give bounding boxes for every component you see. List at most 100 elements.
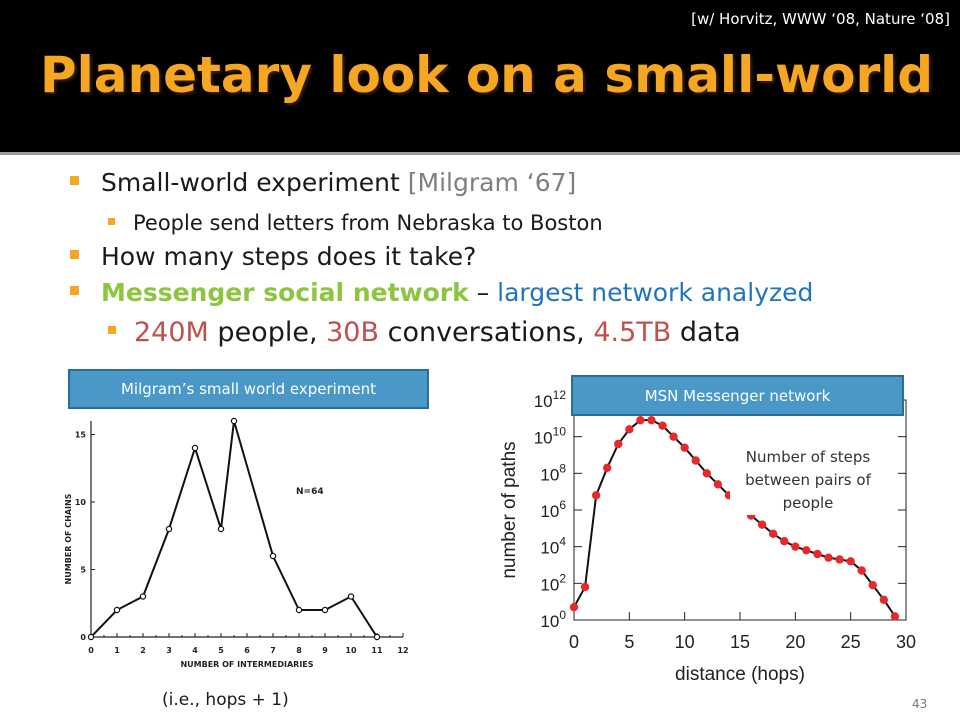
bullet-text: How many steps does it take? xyxy=(101,242,477,271)
y-tick-label: 10 xyxy=(75,498,87,507)
bullet-marker xyxy=(108,326,116,334)
data-point xyxy=(625,425,634,434)
data-point xyxy=(857,566,866,575)
bullet-dash: – xyxy=(468,278,498,307)
data-point xyxy=(757,520,767,529)
x-tick-label: 5 xyxy=(218,646,224,655)
data-point xyxy=(139,593,147,600)
bullet-marker xyxy=(70,250,79,259)
x-tick-label: 3 xyxy=(166,646,172,655)
data-point xyxy=(780,536,789,546)
x-tick-label: 0 xyxy=(88,646,94,655)
x-tick-label: 5 xyxy=(624,632,634,652)
bullet-highlight: Messenger social network xyxy=(101,278,469,307)
y-tick-label: 1010 xyxy=(534,425,567,448)
sample-size-annotation: N=64 xyxy=(296,487,324,497)
y-tick-label: 0 xyxy=(80,633,86,642)
series-line xyxy=(90,420,378,638)
stat-text: people, xyxy=(208,317,327,348)
data-point xyxy=(713,480,723,489)
data-point xyxy=(230,417,238,425)
x-tick-label: 10 xyxy=(675,632,695,652)
data-point xyxy=(813,549,822,559)
x-tick-label: 15 xyxy=(730,632,750,652)
x-tick-label: 20 xyxy=(785,632,805,652)
bullet-text: People send letters from Nebraska to Bos… xyxy=(133,211,603,235)
x-tick-label: 25 xyxy=(841,632,861,652)
data-point xyxy=(680,443,689,452)
data-point xyxy=(580,582,590,592)
x-tick-label: 6 xyxy=(244,646,250,655)
hops-note: (i.e., hops + 1) xyxy=(162,690,289,710)
data-point xyxy=(769,529,778,539)
x-axis-label: distance (hops) xyxy=(675,664,805,685)
y-axis-label: number of paths xyxy=(499,441,520,578)
header-divider xyxy=(0,152,960,155)
bullet-how-many-steps: How many steps does it take? xyxy=(70,242,476,271)
x-tick-label: 9 xyxy=(322,646,328,655)
data-point xyxy=(603,463,612,473)
x-tick-label: 11 xyxy=(371,646,383,655)
y-tick-label: 104 xyxy=(540,535,566,558)
bullet-text: largest network analyzed xyxy=(497,278,814,307)
data-point xyxy=(868,580,877,590)
stat-people-count: 240M xyxy=(134,317,209,348)
slide-title: Planetary look on a small-world xyxy=(40,46,934,104)
data-point xyxy=(647,415,656,425)
bullet-marker xyxy=(70,176,79,185)
data-point xyxy=(113,606,121,614)
x-tick-label: 2 xyxy=(140,646,146,655)
x-tick-label: 8 xyxy=(296,646,302,655)
data-point xyxy=(691,456,700,465)
bullet-small-world-experiment: Small-world experiment [Milgram ‘67] xyxy=(70,168,576,197)
bullet-text: Small-world experiment xyxy=(101,168,408,197)
x-axis-label: NUMBER OF INTERMEDIARIES xyxy=(180,660,313,669)
page-number: 43 xyxy=(912,697,928,711)
data-point xyxy=(846,557,855,566)
bullet-messenger-network: Messenger social network – largest netwo… xyxy=(70,278,813,307)
stat-text: data xyxy=(671,317,741,348)
stat-conversation-count: 30B xyxy=(326,317,380,348)
stat-data-size: 4.5TB xyxy=(593,317,672,348)
msn-chart: 0 5 10 15 20 25 30 100 102 104 106 108 1010 1012 dista… xyxy=(499,388,916,685)
steps-note: Number of steps between pairs of people xyxy=(730,446,886,515)
y-tick-label: 1012 xyxy=(534,388,567,411)
y-tick-label: 15 xyxy=(75,431,87,440)
data-point xyxy=(702,469,711,478)
data-point xyxy=(658,421,667,430)
data-point xyxy=(669,432,678,441)
data-point xyxy=(791,542,800,551)
data-point xyxy=(591,491,601,500)
slide-header: [w/ Horvitz, WWW ‘08, Nature ‘08] Planet… xyxy=(0,0,960,152)
y-axis-label: NUMBER OF CHAINS xyxy=(64,493,73,584)
data-point xyxy=(835,555,844,564)
data-point xyxy=(614,439,623,449)
milgram-chart-label: Milgram’s small world experiment xyxy=(68,369,429,409)
data-point xyxy=(879,595,889,605)
data-point xyxy=(890,612,900,621)
bullet-reference: [Milgram ‘67] xyxy=(407,168,577,197)
data-point xyxy=(217,525,225,533)
msn-chart-label: MSN Messenger network xyxy=(571,375,904,416)
x-tick-label: 10 xyxy=(345,646,357,655)
stat-text: conversations, xyxy=(379,317,594,348)
y-tick-label: 106 xyxy=(540,498,566,521)
x-tick-label: 12 xyxy=(397,646,408,655)
data-point xyxy=(824,553,833,562)
x-tick-label: 4 xyxy=(192,646,198,655)
data-point xyxy=(269,552,277,560)
y-tick-label: 100 xyxy=(540,608,566,631)
data-point xyxy=(87,633,95,641)
bullet-marker xyxy=(108,218,115,225)
x-tick-label: 7 xyxy=(270,646,276,655)
y-tick-label: 108 xyxy=(540,461,566,484)
y-tick-label: 5 xyxy=(80,566,86,575)
x-tick-label: 1 xyxy=(114,646,120,655)
data-point xyxy=(165,525,173,533)
data-point xyxy=(321,606,329,614)
x-tick-label: 30 xyxy=(896,632,916,652)
x-tick-label: 0 xyxy=(569,632,579,652)
data-point xyxy=(636,415,645,425)
bullet-dataset-stats: 240M people, 30B conversations, 4.5TB da… xyxy=(108,317,741,348)
